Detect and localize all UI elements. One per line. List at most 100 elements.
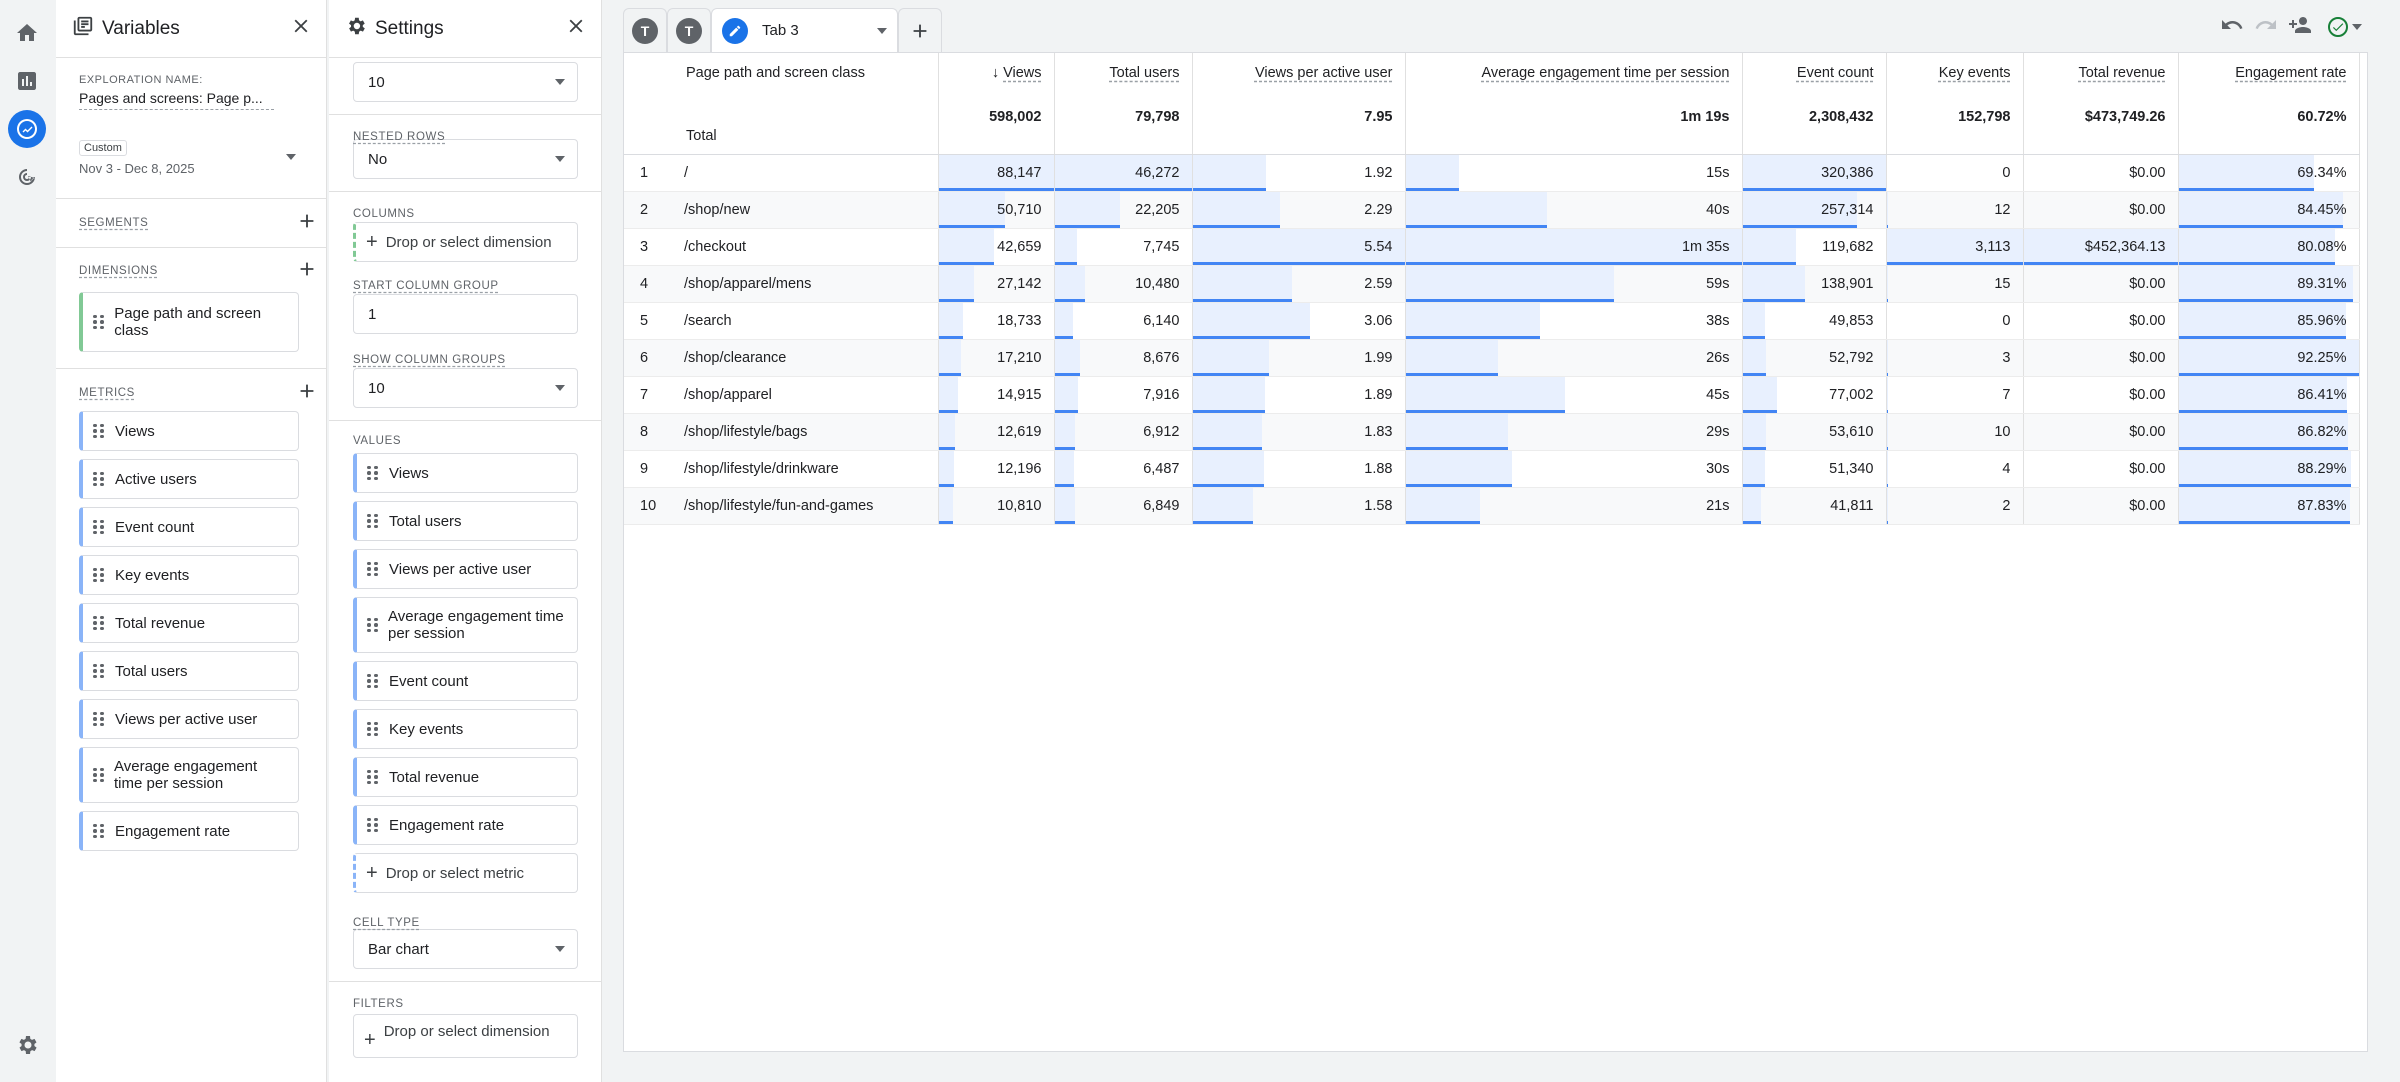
- cell-events[interactable]: 41,811: [1742, 487, 1887, 525]
- value-chip-views[interactable]: Views: [353, 453, 578, 493]
- table-row[interactable]: 7/shop/apparel 14,915 7,916 1.89 45s 77,002 7 $…: [624, 376, 2360, 414]
- cell-events[interactable]: 49,853: [1742, 302, 1887, 340]
- date-range-picker[interactable]: Custom Nov 3 - Dec 8, 2025: [56, 110, 326, 176]
- cell-aet[interactable]: 38s: [1405, 302, 1743, 340]
- undo-icon[interactable]: [2220, 13, 2244, 42]
- table-row[interactable]: 2/shop/new 50,710 22,205 2.29 40s 257,314 12 $0…: [624, 191, 2360, 229]
- show-rows-select[interactable]: 10: [353, 62, 578, 102]
- sort-down-arrow-icon[interactable]: ↓: [991, 65, 1000, 81]
- cell-rev[interactable]: $0.00: [2023, 376, 2179, 414]
- cell-views[interactable]: 50,710: [938, 191, 1055, 229]
- add-metric-icon[interactable]: [296, 380, 318, 407]
- column-header-views[interactable]: ↓ Views: [938, 53, 1055, 98]
- column-header-keyev[interactable]: Key events: [1886, 53, 2024, 98]
- cell-er[interactable]: 84.45%: [2178, 191, 2360, 229]
- cell-events[interactable]: 52,792: [1742, 339, 1887, 377]
- cell-keyev[interactable]: 3,113: [1886, 228, 2024, 266]
- value-chip-key-events[interactable]: Key events: [353, 709, 578, 749]
- tab-menu-chevron-icon[interactable]: [877, 27, 887, 34]
- drag-handle-icon[interactable]: [367, 465, 379, 481]
- cell-events[interactable]: 138,901: [1742, 265, 1887, 303]
- cell-vpau[interactable]: 2.59: [1192, 265, 1406, 303]
- metric-chip-views-per-active-user[interactable]: Views per active user: [79, 699, 299, 739]
- status-check-menu[interactable]: [2322, 15, 2368, 39]
- show-column-groups-select[interactable]: 10: [353, 368, 578, 408]
- exploration-name-value[interactable]: Pages and screens: Page p...: [79, 90, 274, 110]
- row-dimension-cell[interactable]: 7/shop/apparel: [624, 376, 939, 414]
- row-dimension-cell[interactable]: 10/shop/lifestyle/fun-and-games: [624, 487, 939, 525]
- table-row[interactable]: 6/shop/clearance 17,210 8,676 1.99 26s 52,792…: [624, 339, 2360, 377]
- cell-events[interactable]: 257,314: [1742, 191, 1887, 229]
- cell-users[interactable]: 6,849: [1054, 487, 1193, 525]
- metric-chip-total-revenue[interactable]: Total revenue: [79, 603, 299, 643]
- cell-events[interactable]: 51,340: [1742, 450, 1887, 488]
- cell-users[interactable]: 10,480: [1054, 265, 1193, 303]
- row-dimension-cell[interactable]: 8/shop/lifestyle/bags: [624, 413, 939, 451]
- drag-handle-icon[interactable]: [93, 615, 105, 631]
- cell-events[interactable]: 53,610: [1742, 413, 1887, 451]
- value-chip-event-count[interactable]: Event count: [353, 661, 578, 701]
- cell-keyev[interactable]: 0: [1886, 302, 2024, 340]
- cell-events[interactable]: 77,002: [1742, 376, 1887, 414]
- cell-rev[interactable]: $0.00: [2023, 487, 2179, 525]
- cell-users[interactable]: 6,140: [1054, 302, 1193, 340]
- cell-views[interactable]: 18,733: [938, 302, 1055, 340]
- add-dimension-icon[interactable]: [296, 258, 318, 285]
- cell-events[interactable]: 320,386: [1742, 154, 1887, 192]
- advertising-icon[interactable]: [8, 158, 46, 196]
- table-row[interactable]: 9/shop/lifestyle/drinkware 12,196 6,487 1.8…: [624, 450, 2360, 488]
- drag-handle-icon[interactable]: [367, 673, 379, 689]
- column-header-rev[interactable]: Total revenue: [2023, 53, 2179, 98]
- cell-views[interactable]: 42,659: [938, 228, 1055, 266]
- value-chip-average-engagement-time-per-session[interactable]: Average engagement time per session: [353, 597, 578, 653]
- drag-handle-icon[interactable]: [367, 721, 379, 737]
- cell-aet[interactable]: 59s: [1405, 265, 1743, 303]
- metric-chip-engagement-rate[interactable]: Engagement rate: [79, 811, 299, 851]
- cell-views[interactable]: 17,210: [938, 339, 1055, 377]
- cell-er[interactable]: 86.82%: [2178, 413, 2360, 451]
- metric-chip-active-users[interactable]: Active users: [79, 459, 299, 499]
- close-variables-icon[interactable]: [290, 15, 312, 42]
- metric-chip-key-events[interactable]: Key events: [79, 555, 299, 595]
- cell-keyev[interactable]: 15: [1886, 265, 2024, 303]
- cell-keyev[interactable]: 7: [1886, 376, 2024, 414]
- cell-vpau[interactable]: 1.92: [1192, 154, 1406, 192]
- cell-rev[interactable]: $0.00: [2023, 450, 2179, 488]
- value-chip-views-per-active-user[interactable]: Views per active user: [353, 549, 578, 589]
- cell-vpau[interactable]: 2.29: [1192, 191, 1406, 229]
- row-dimension-cell[interactable]: 3/checkout: [624, 228, 939, 266]
- home-icon[interactable]: [8, 14, 46, 52]
- cell-er[interactable]: 88.29%: [2178, 450, 2360, 488]
- cell-er[interactable]: 92.25%: [2178, 339, 2360, 377]
- cell-er[interactable]: 85.96%: [2178, 302, 2360, 340]
- row-dimension-cell[interactable]: 9/shop/lifestyle/drinkware: [624, 450, 939, 488]
- table-row[interactable]: 10/shop/lifestyle/fun-and-games 10,810 6,8…: [624, 487, 2360, 525]
- column-header-vpau[interactable]: Views per active user: [1192, 53, 1406, 98]
- column-header-users[interactable]: Total users: [1054, 53, 1193, 98]
- drag-handle-icon[interactable]: [367, 513, 379, 529]
- add-segment-icon[interactable]: [296, 210, 318, 237]
- dimension-header[interactable]: Page path and screen class: [624, 53, 939, 98]
- drag-handle-icon[interactable]: [367, 561, 379, 577]
- cell-keyev[interactable]: 10: [1886, 413, 2024, 451]
- value-chip-total-revenue[interactable]: Total revenue: [353, 757, 578, 797]
- cell-aet[interactable]: 21s: [1405, 487, 1743, 525]
- cell-type-select[interactable]: Bar chart: [353, 929, 578, 969]
- metric-chip-average-engagement-time-per-session[interactable]: Average engagement time per session: [79, 747, 299, 803]
- redo-icon[interactable]: [2254, 13, 2278, 42]
- drag-handle-icon[interactable]: [93, 823, 105, 839]
- cell-aet[interactable]: 30s: [1405, 450, 1743, 488]
- tab-3[interactable]: Tab 3: [711, 8, 898, 52]
- tab-2[interactable]: T: [667, 8, 711, 52]
- cell-users[interactable]: 6,487: [1054, 450, 1193, 488]
- drag-handle-icon[interactable]: [93, 767, 104, 783]
- value-chip-engagement-rate[interactable]: Engagement rate: [353, 805, 578, 845]
- filters-drop-zone[interactable]: + Drop or select dimension: [353, 1014, 578, 1058]
- cell-vpau[interactable]: 1.89: [1192, 376, 1406, 414]
- cell-keyev[interactable]: 12: [1886, 191, 2024, 229]
- explore-icon[interactable]: [8, 110, 46, 148]
- cell-vpau[interactable]: 3.06: [1192, 302, 1406, 340]
- cell-users[interactable]: 22,205: [1054, 191, 1193, 229]
- table-row[interactable]: 4/shop/apparel/mens 27,142 10,480 2.59 59s 13…: [624, 265, 2360, 303]
- cell-er[interactable]: 87.83%: [2178, 487, 2360, 525]
